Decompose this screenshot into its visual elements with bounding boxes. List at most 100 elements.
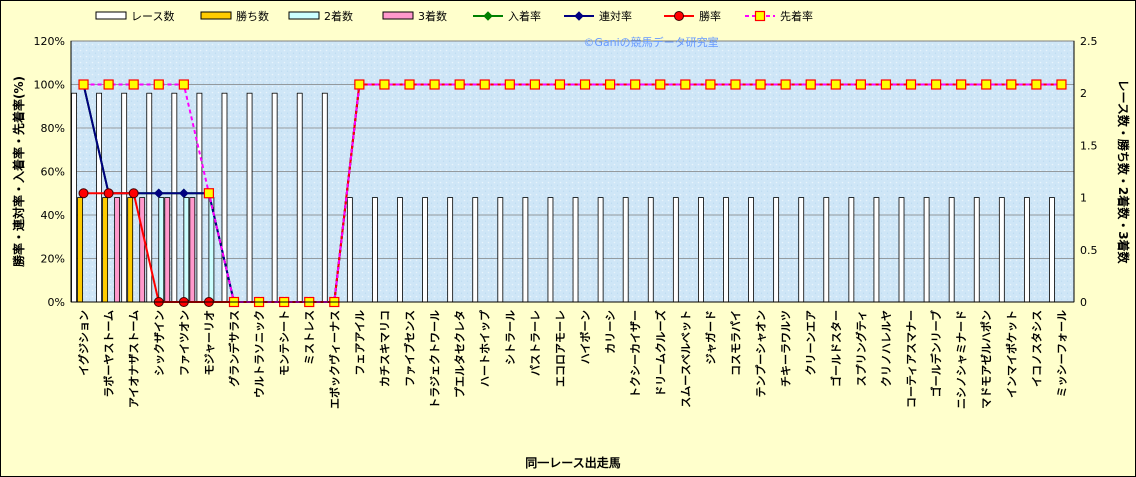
y-axis-right-title: レース数・勝ち数・2着数・3着数 (1116, 79, 1131, 264)
line-point (529, 79, 540, 90)
x-tick-label: シックザイン (153, 310, 166, 376)
line-point (479, 79, 490, 90)
x-tick-label: ジャガード (703, 310, 717, 364)
bar (773, 197, 780, 303)
x-tick-label: マドモアゼルハポン (979, 310, 993, 409)
line-point (855, 79, 866, 90)
legend: レース数 勝ち数 2着数 3着数 入着率 連対率 勝率 先着率 (95, 9, 813, 23)
x-tick-label: クリーンエア (805, 310, 818, 375)
bar (472, 197, 479, 303)
bar (522, 197, 529, 303)
x-tick-label: モンテシート (278, 310, 291, 376)
y-right-tick-label: 1 (1080, 192, 1087, 205)
line-point (483, 11, 493, 21)
bar (1023, 197, 1030, 303)
line-point (179, 188, 189, 198)
line-point (178, 79, 189, 90)
x-tick-label: イグジション (77, 310, 91, 376)
y-left-tick-label: 120% (34, 35, 65, 48)
x-tick-label: プエルタセクレタ (453, 310, 467, 398)
x-tick-label: アイオナザストーム (128, 310, 141, 408)
line-point (730, 79, 741, 90)
line-point (956, 79, 967, 90)
x-tick-label: フェアアイル (353, 310, 366, 375)
bar (798, 197, 805, 303)
bar (923, 197, 930, 303)
bar (346, 197, 353, 303)
y-left-tick-label: 80% (41, 122, 65, 135)
line-point (128, 79, 139, 90)
x-tick-label: トクシーカイザー (629, 310, 642, 398)
line-point (454, 79, 465, 90)
y-right-tick-label: 2.5 (1080, 35, 1098, 48)
y-right-tick-label: 2 (1080, 87, 1087, 100)
bar (823, 197, 830, 303)
line-point (504, 79, 515, 90)
bar (164, 197, 171, 303)
x-tick-label: スプリングティ (854, 310, 868, 386)
legend-swatch (382, 11, 414, 20)
bar (622, 197, 629, 303)
y-left-tick-label: 100% (34, 79, 65, 92)
line-point (429, 79, 440, 90)
line-point (981, 79, 992, 90)
bar (698, 197, 704, 303)
bar-layer (71, 92, 1055, 303)
line-point (128, 188, 139, 199)
x-tick-label: パストラーレ (529, 310, 542, 376)
bar (114, 197, 121, 303)
bar (948, 197, 955, 303)
legend-label: 勝率 (699, 9, 721, 23)
bar (998, 197, 1005, 303)
y-right-tick-label: 0 (1080, 296, 1087, 309)
bar (597, 197, 604, 303)
x-tick-label: カチスキマリコ (378, 310, 391, 387)
x-tick-label: トラジェクトワール (429, 310, 442, 409)
legend-label: 勝ち数 (236, 9, 269, 23)
bar (572, 197, 579, 303)
line-point (755, 79, 766, 90)
line-point (830, 79, 841, 90)
line-point (605, 79, 616, 90)
x-tick-label: ミストレス (303, 310, 316, 365)
line-point (78, 188, 89, 199)
bar (127, 197, 134, 303)
x-tick-label: ゴールデンリーブ (929, 310, 943, 397)
bar (647, 197, 654, 303)
x-axis-title: 同一レース出走馬 (525, 455, 620, 470)
bar (296, 92, 303, 303)
x-tick-label: エボックヴィーナス (327, 310, 341, 409)
line-point (354, 79, 365, 90)
bar (723, 197, 729, 303)
line-point (655, 79, 666, 90)
bar (547, 197, 554, 303)
bar (171, 92, 178, 303)
x-tick-label: コスモラパイ (729, 310, 742, 376)
line-point (754, 10, 766, 22)
watermark: ©Ganiの競馬データ研究室 (583, 35, 718, 49)
legend-label: レース数 (131, 10, 174, 23)
line-point (103, 188, 114, 199)
x-tick-label: スムースベルベット (679, 310, 692, 408)
x-tick-label: イコノスタシス (1030, 310, 1043, 387)
bar (102, 197, 109, 303)
legend-label: 先着率 (780, 9, 813, 23)
line-point (705, 79, 716, 90)
legend-label: 2着数 (324, 9, 353, 23)
x-tick-label: ハートホイップ (478, 309, 492, 387)
line-point (905, 79, 917, 90)
x-tick-label: ウルトラソニック (253, 310, 266, 398)
bar (121, 92, 128, 303)
line-point (203, 188, 215, 199)
bar (497, 197, 504, 303)
line-point (103, 79, 114, 90)
line-point (630, 79, 641, 90)
line-point (930, 79, 942, 90)
line-point (680, 79, 691, 90)
bar (71, 92, 77, 303)
line-point (1006, 79, 1017, 90)
x-tick-label: エコロアモーレ (554, 310, 567, 387)
legend-swatch (200, 11, 232, 20)
x-tick-label: ニシノシャミナード (955, 310, 968, 409)
